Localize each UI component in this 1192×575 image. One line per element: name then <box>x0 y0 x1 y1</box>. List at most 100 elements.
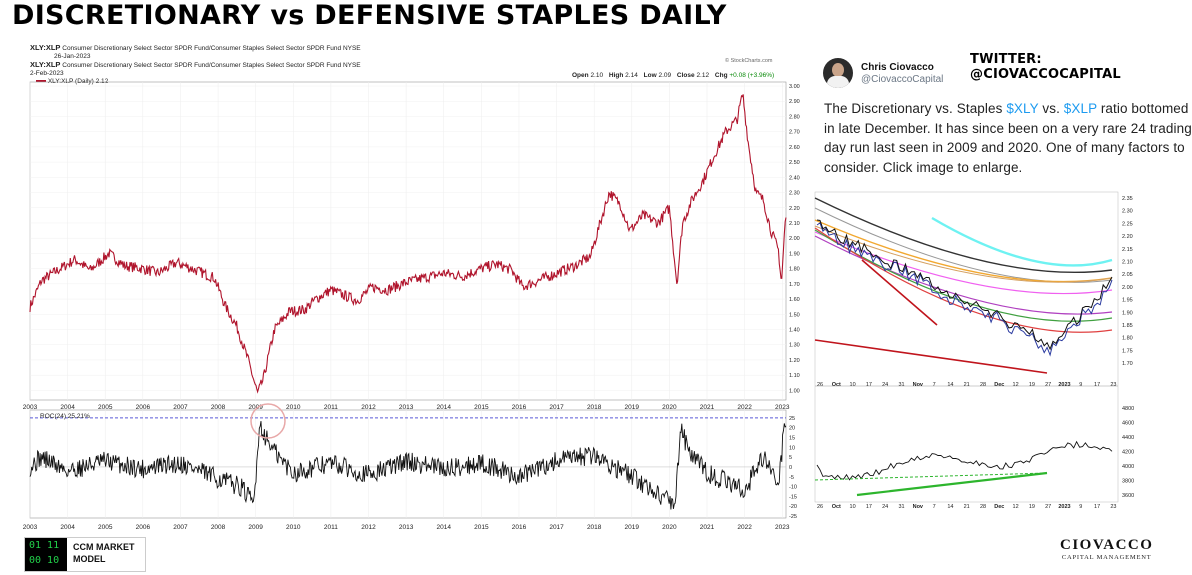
price-tick-label: 2.10 <box>789 221 800 227</box>
high-value: 2.14 <box>625 72 638 79</box>
ciovacco-subtitle: CAPITAL MANAGEMENT <box>1061 554 1152 561</box>
year-label: 2012 <box>361 524 376 531</box>
inset-x-label: 12 <box>1013 382 1019 388</box>
year-label: 2011 <box>324 524 338 531</box>
inset-x-label-bottom: 31 <box>898 504 904 510</box>
inset-x-label: 28 <box>980 382 986 388</box>
avatar[interactable] <box>823 58 853 88</box>
moving-average-line <box>814 225 1113 283</box>
price-tick-label: 2.30 <box>789 191 800 197</box>
tweet-text-part-3: ratio bottomed in late December. It has … <box>824 101 1192 175</box>
year-label: 2020 <box>662 404 677 411</box>
year-label: 2003 <box>23 524 38 531</box>
inset-x-label: 24 <box>882 382 888 388</box>
ccm-label-2: MODEL <box>73 554 106 564</box>
inset-x-label: 17 <box>1094 382 1100 388</box>
year-label: 2011 <box>324 404 338 411</box>
year-label: 2007 <box>173 404 188 411</box>
cashtag-xly[interactable]: $XLY <box>1006 101 1039 116</box>
inset-x-label: 14 <box>947 382 953 388</box>
inset-price-tick: 2.35 <box>1122 196 1133 202</box>
inset-chart[interactable]: 2.35 2.30 2.25 2.20 2.15 2.10 2.05 2.00 1.95 1.90… <box>812 190 1192 525</box>
inset-spx-tick: 4600 <box>1122 421 1134 427</box>
year-label: 2009 <box>248 404 263 411</box>
inset-x-label: Oct <box>832 382 841 388</box>
ccm-matrix-row-2: 00 10 <box>29 555 60 566</box>
inset-x-label-bottom: 2023 <box>1058 504 1070 510</box>
moving-average-line <box>814 235 1113 315</box>
inset-spx-tick: 4200 <box>1122 450 1134 456</box>
tweet-text: The Discretionary vs. Staples $XLY vs. $… <box>824 99 1192 177</box>
price-tick-label: 1.70 <box>789 282 800 288</box>
chg-value: +0.08 (+3.96%) <box>729 72 775 79</box>
moving-average-line <box>814 207 1113 283</box>
inset-x-label: 7 <box>933 382 936 388</box>
year-label: 2010 <box>286 524 301 531</box>
legend-swatch <box>36 80 46 83</box>
inset-x-label-bottom: Dec <box>994 504 1004 510</box>
close-label: Close <box>676 72 695 79</box>
chart-header: XLY:XLP Consumer Discretionary Select Se… <box>30 44 361 86</box>
inset-price-tick: 1.95 <box>1122 298 1133 304</box>
roc-tick-label: 0 <box>789 465 792 471</box>
year-label: 2019 <box>625 404 640 411</box>
roc-tick-label: -10 <box>789 485 797 491</box>
chg-label: Chg <box>714 72 728 79</box>
page-title: DISCRETIONARY vs DEFENSIVE STAPLES DAILY <box>12 0 727 31</box>
year-label: 2023 <box>775 524 790 531</box>
inset-x-label-bottom: Oct <box>832 504 841 510</box>
inset-price-tick: 2.25 <box>1122 221 1133 227</box>
roc-tick-label: 20 <box>789 426 795 432</box>
year-label: 2005 <box>98 524 113 531</box>
inset-x-label-bottom: 21 <box>964 504 970 510</box>
inset-x-label: Dec <box>994 382 1004 388</box>
inset-x-label-bottom: 19 <box>1029 504 1035 510</box>
year-label: 2021 <box>700 404 715 411</box>
high-label: High <box>608 72 624 79</box>
inset-x-label: 17 <box>866 382 872 388</box>
inset-x-label-bottom: 9 <box>1079 504 1082 510</box>
year-label: 2006 <box>136 524 151 531</box>
inset-x-label-bottom: 24 <box>882 504 888 510</box>
price-tick-label: 2.20 <box>789 206 800 212</box>
tweet-author-name[interactable]: Chris Ciovacco <box>861 62 934 73</box>
price-tick-label: 1.60 <box>789 297 800 303</box>
inset-x-label: 19 <box>1029 382 1035 388</box>
price-tick-label: 1.80 <box>789 267 800 273</box>
inset-price-tick: 2.15 <box>1122 247 1133 253</box>
year-label: 2022 <box>737 524 752 531</box>
price-tick-label: 2.50 <box>789 160 800 166</box>
inset-price-tick: 2.30 <box>1122 209 1133 215</box>
cashtag-xlp[interactable]: $XLP <box>1063 101 1097 116</box>
inset-spx-tick: 3600 <box>1122 493 1134 499</box>
inset-price-tick: 1.80 <box>1122 336 1133 342</box>
inset-price-tick: 2.20 <box>1122 234 1133 240</box>
tweet-author-handle[interactable]: @CiovaccoCapital <box>861 74 944 85</box>
inset-price-tick: 2.00 <box>1122 285 1133 291</box>
price-tick-label: 1.50 <box>789 312 800 318</box>
year-label: 2014 <box>436 404 451 411</box>
year-label: 2016 <box>512 524 527 531</box>
chart-date-1: 26-Jan-2023 <box>54 53 91 60</box>
year-label: 2007 <box>173 524 188 531</box>
ccm-matrix: 01 11 00 10 <box>25 538 67 571</box>
inset-x-label-bottom: 27 <box>1045 504 1051 510</box>
moving-average-line <box>931 216 1113 267</box>
year-label: 2015 <box>474 404 489 411</box>
price-tick-label: 3.00 <box>789 84 800 90</box>
inset-x-label-bottom: 12 <box>1013 504 1019 510</box>
moving-average-line <box>814 227 1113 333</box>
year-label: 2016 <box>512 404 527 411</box>
inset-x-label: Nov <box>913 382 924 388</box>
chart-legend: XLY:XLP (Daily) 2.12 <box>47 78 109 85</box>
inset-x-label-bottom: 23 <box>1110 504 1116 510</box>
price-tick-label: 2.70 <box>789 130 800 136</box>
year-label: 2010 <box>286 404 301 411</box>
year-label: 2003 <box>23 404 38 411</box>
symbol-label: XLY:XLP <box>30 43 61 52</box>
inset-price-tick: 1.90 <box>1122 310 1133 316</box>
open-value: 2.10 <box>590 72 604 79</box>
inset-x-label-bottom: 17 <box>866 504 872 510</box>
inset-spx-tick: 4800 <box>1122 406 1134 412</box>
price-tick-label: 1.00 <box>789 388 800 394</box>
